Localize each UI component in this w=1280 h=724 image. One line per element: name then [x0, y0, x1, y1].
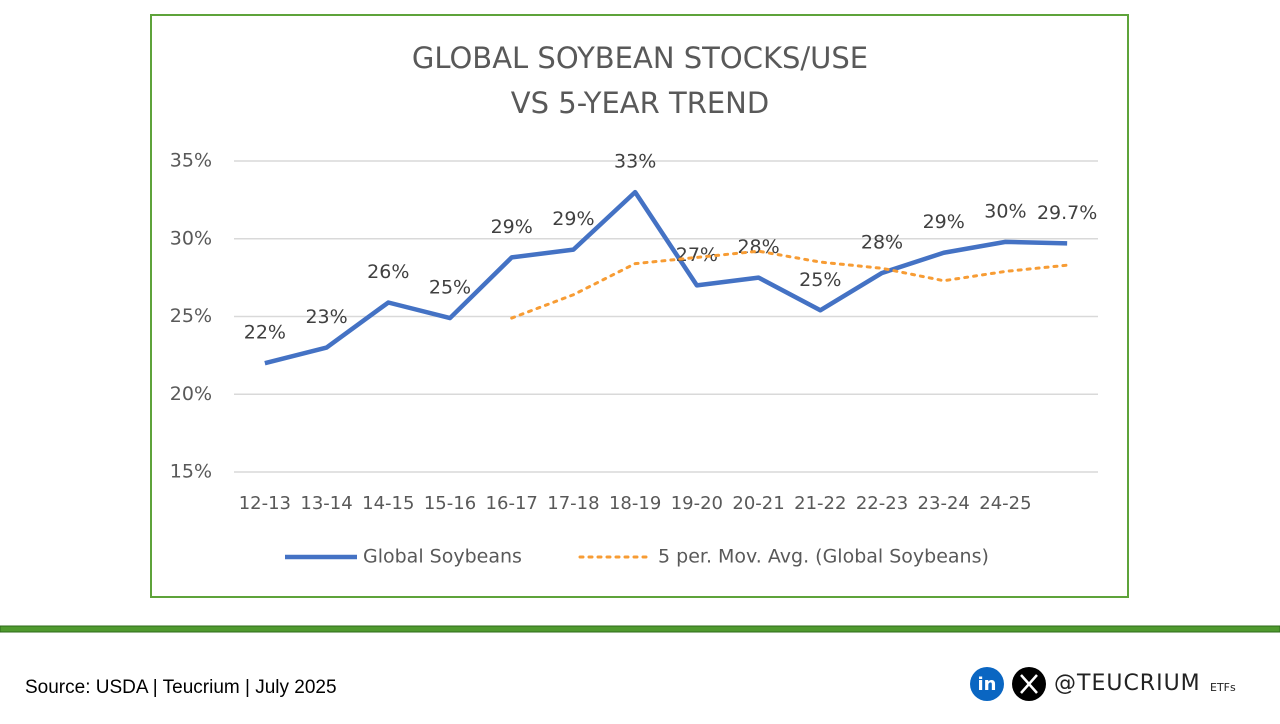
data-label: 22% [244, 322, 286, 344]
data-label: 29% [923, 211, 965, 233]
y-tick-label: 20% [170, 383, 212, 405]
linkedin-icon: in [978, 674, 997, 695]
x-tick-label: 13-14 [300, 493, 352, 514]
x-tick-label: 22-23 [856, 493, 908, 514]
brand-handle: @TEUCRIUM [1054, 671, 1201, 696]
y-tick-label: 35% [170, 150, 212, 172]
data-label: 28% [861, 231, 903, 253]
data-label: 29.7% [1037, 202, 1097, 224]
x-tick-label: 24-25 [979, 493, 1031, 514]
y-tick-label: 30% [170, 227, 212, 249]
data-label: 33% [614, 151, 656, 173]
data-label: 25% [429, 277, 471, 299]
x-tick-label: 14-15 [362, 493, 414, 514]
x-tick-label: 18-19 [609, 493, 661, 514]
data-label: 30% [984, 200, 1026, 222]
data-label: 25% [799, 269, 841, 291]
x-tick-label: 23-24 [918, 493, 970, 514]
series-line [264, 189, 1068, 366]
linkedin-icon [970, 667, 1004, 701]
x-tick-label: 21-22 [794, 493, 846, 514]
source-note: Source: USDA | Teucrium | July 2025 [25, 677, 337, 698]
x-tick-label: 15-16 [424, 493, 476, 514]
chart-title: VS 5-YEAR TREND [511, 86, 769, 120]
series-line [510, 249, 1069, 320]
x-tick-label: 20-21 [732, 493, 784, 514]
chart-title: GLOBAL SOYBEAN STOCKS/USE [412, 41, 868, 75]
x-tick-label: 16-17 [486, 493, 538, 514]
x-tick-label: 17-18 [547, 493, 599, 514]
divider-bar [0, 625, 1280, 633]
x-icon [1020, 674, 1038, 694]
data-label: 29% [552, 208, 594, 230]
chart-frame [150, 14, 1129, 598]
data-label: 23% [305, 306, 347, 328]
legend-label: 5 per. Mov. Avg. (Global Soybeans) [658, 546, 989, 568]
x-tick-label: 12-13 [239, 493, 291, 514]
y-tick-label: 15% [170, 461, 212, 483]
data-label: 28% [737, 236, 779, 258]
y-tick-label: 25% [170, 305, 212, 327]
legend-label: Global Soybeans [363, 546, 522, 568]
data-label: 29% [491, 216, 533, 238]
x-tick-label: 19-20 [671, 493, 723, 514]
brand-suffix: ETFs [1210, 681, 1236, 694]
data-label: 26% [367, 261, 409, 283]
data-label: 27% [676, 244, 718, 266]
